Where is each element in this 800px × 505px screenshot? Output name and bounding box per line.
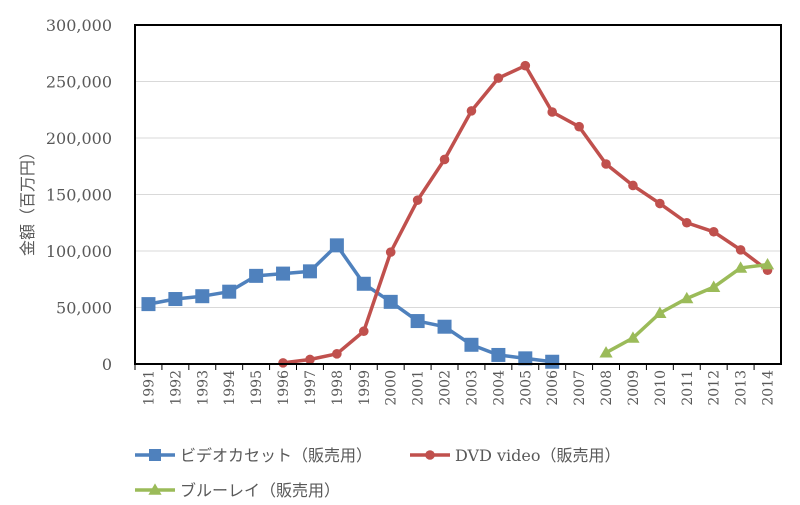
square-marker — [491, 347, 506, 362]
y-axis-title: 金額（百万円） — [18, 144, 37, 256]
triangle-marker — [707, 280, 721, 292]
y-tick-label: 150,000 — [46, 186, 112, 205]
circle-marker — [628, 180, 638, 191]
circle-marker — [305, 354, 315, 365]
x-tick-label: 2000 — [384, 370, 400, 406]
y-tick-label: 0 — [102, 355, 112, 374]
series-line — [282, 63, 769, 365]
legend-item: ブルーレイ（販売用） — [135, 481, 340, 500]
square-marker — [302, 264, 317, 279]
x-tick-label: 2002 — [438, 370, 454, 406]
x-tick-label: 2010 — [653, 370, 669, 406]
x-tick-label: 2003 — [464, 370, 480, 406]
x-tick-label: 2007 — [572, 370, 588, 406]
square-marker — [545, 354, 560, 369]
x-tick-label: 1995 — [249, 370, 265, 406]
x-tick-label: 2014 — [761, 370, 777, 406]
circle-marker — [439, 154, 450, 165]
y-axis-ticks: 0 50,000 100,000 150,000 200,000 250,000 300,0… — [46, 16, 112, 374]
x-axis-ticks: 1991 1992 1993 1994 1995 1996 1997 1998 1999 2000… — [134, 364, 777, 406]
triangle-marker — [760, 257, 775, 270]
square-marker — [249, 268, 264, 283]
y-tick-label: 50,000 — [56, 299, 112, 318]
circle-marker — [385, 247, 396, 257]
circle-marker — [655, 198, 665, 209]
square-marker — [518, 351, 533, 366]
circle-marker — [412, 195, 423, 205]
circle-marker — [681, 217, 692, 228]
series-layer — [141, 60, 775, 369]
triangle-marker — [148, 483, 162, 495]
circle-marker — [278, 358, 288, 368]
series-2 — [599, 257, 775, 358]
y-tick-label: 200,000 — [46, 129, 112, 148]
x-tick-label: 1996 — [276, 370, 292, 406]
plot-area-border — [134, 24, 782, 365]
circle-marker — [332, 349, 342, 359]
triangle-marker — [626, 331, 640, 343]
x-tick-label: 1997 — [303, 370, 319, 406]
legend-label: ビデオカセット（販売用） — [180, 446, 372, 465]
circle-marker — [358, 326, 369, 337]
x-tick-label: 1992 — [168, 370, 184, 406]
square-marker — [329, 238, 344, 253]
x-tick-label: 1994 — [222, 370, 238, 406]
square-marker — [168, 292, 183, 307]
circle-marker — [520, 60, 531, 71]
circle-marker — [466, 106, 477, 116]
legend-label: DVD video（販売用） — [455, 446, 621, 465]
triangle-marker — [653, 306, 667, 318]
circle-marker — [425, 450, 435, 460]
square-marker — [410, 314, 425, 329]
x-tick-label: 1998 — [330, 370, 346, 406]
x-tick-label: 2011 — [680, 370, 696, 406]
x-tick-label: 1991 — [141, 370, 157, 406]
circle-marker — [574, 121, 584, 132]
series-0 — [141, 238, 560, 369]
x-tick-label: 2013 — [734, 370, 750, 406]
square-marker — [356, 276, 371, 291]
triangle-marker — [734, 261, 748, 273]
y-tick-label: 250,000 — [46, 73, 112, 92]
y-tick-label: 100,000 — [46, 242, 112, 261]
square-marker — [141, 297, 156, 312]
square-marker — [195, 289, 210, 304]
square-marker — [149, 449, 161, 461]
circle-marker — [601, 159, 611, 169]
circle-marker — [493, 73, 504, 83]
square-marker — [383, 294, 398, 309]
circle-marker — [708, 226, 719, 237]
circle-marker — [735, 245, 746, 255]
series-line — [148, 243, 553, 364]
x-tick-label: 2012 — [707, 370, 723, 406]
x-tick-label: 2006 — [545, 370, 561, 406]
x-tick-label: 2009 — [626, 370, 642, 406]
legend-item: DVD video（販売用） — [410, 446, 621, 465]
square-marker — [437, 319, 452, 334]
legend-label: ブルーレイ（販売用） — [180, 481, 340, 500]
triangle-marker — [599, 346, 613, 358]
x-tick-label: 2008 — [599, 370, 615, 406]
x-tick-label: 2005 — [518, 370, 534, 406]
y-tick-label: 300,000 — [46, 16, 112, 35]
legend-item: ビデオカセット（販売用） — [135, 446, 372, 465]
square-marker — [464, 337, 479, 352]
circle-marker — [547, 107, 558, 117]
square-marker — [222, 284, 237, 299]
square-marker — [276, 266, 291, 281]
x-tick-label: 2001 — [411, 370, 427, 406]
legend: ビデオカセット（販売用） DVD video（販売用） ブルーレイ（販売用） — [135, 446, 621, 500]
gridlines — [135, 81, 781, 308]
x-tick-label: 2004 — [491, 370, 507, 406]
x-tick-label: 1999 — [357, 370, 373, 406]
triangle-marker — [680, 291, 694, 304]
x-tick-label: 1993 — [195, 370, 211, 406]
series-1 — [278, 60, 773, 368]
